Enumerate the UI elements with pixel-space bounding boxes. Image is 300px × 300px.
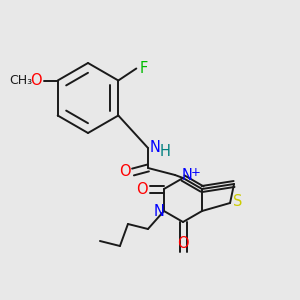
- Text: O: O: [30, 73, 41, 88]
- Text: S: S: [233, 194, 243, 208]
- Text: N: N: [154, 203, 164, 218]
- Text: N: N: [182, 169, 192, 184]
- Text: +: +: [191, 166, 201, 178]
- Text: N: N: [150, 140, 160, 154]
- Text: O: O: [136, 182, 148, 196]
- Text: O: O: [119, 164, 131, 179]
- Text: CH₃: CH₃: [9, 74, 32, 87]
- Text: H: H: [160, 143, 170, 158]
- Text: O: O: [177, 236, 189, 251]
- Text: F: F: [139, 61, 147, 76]
